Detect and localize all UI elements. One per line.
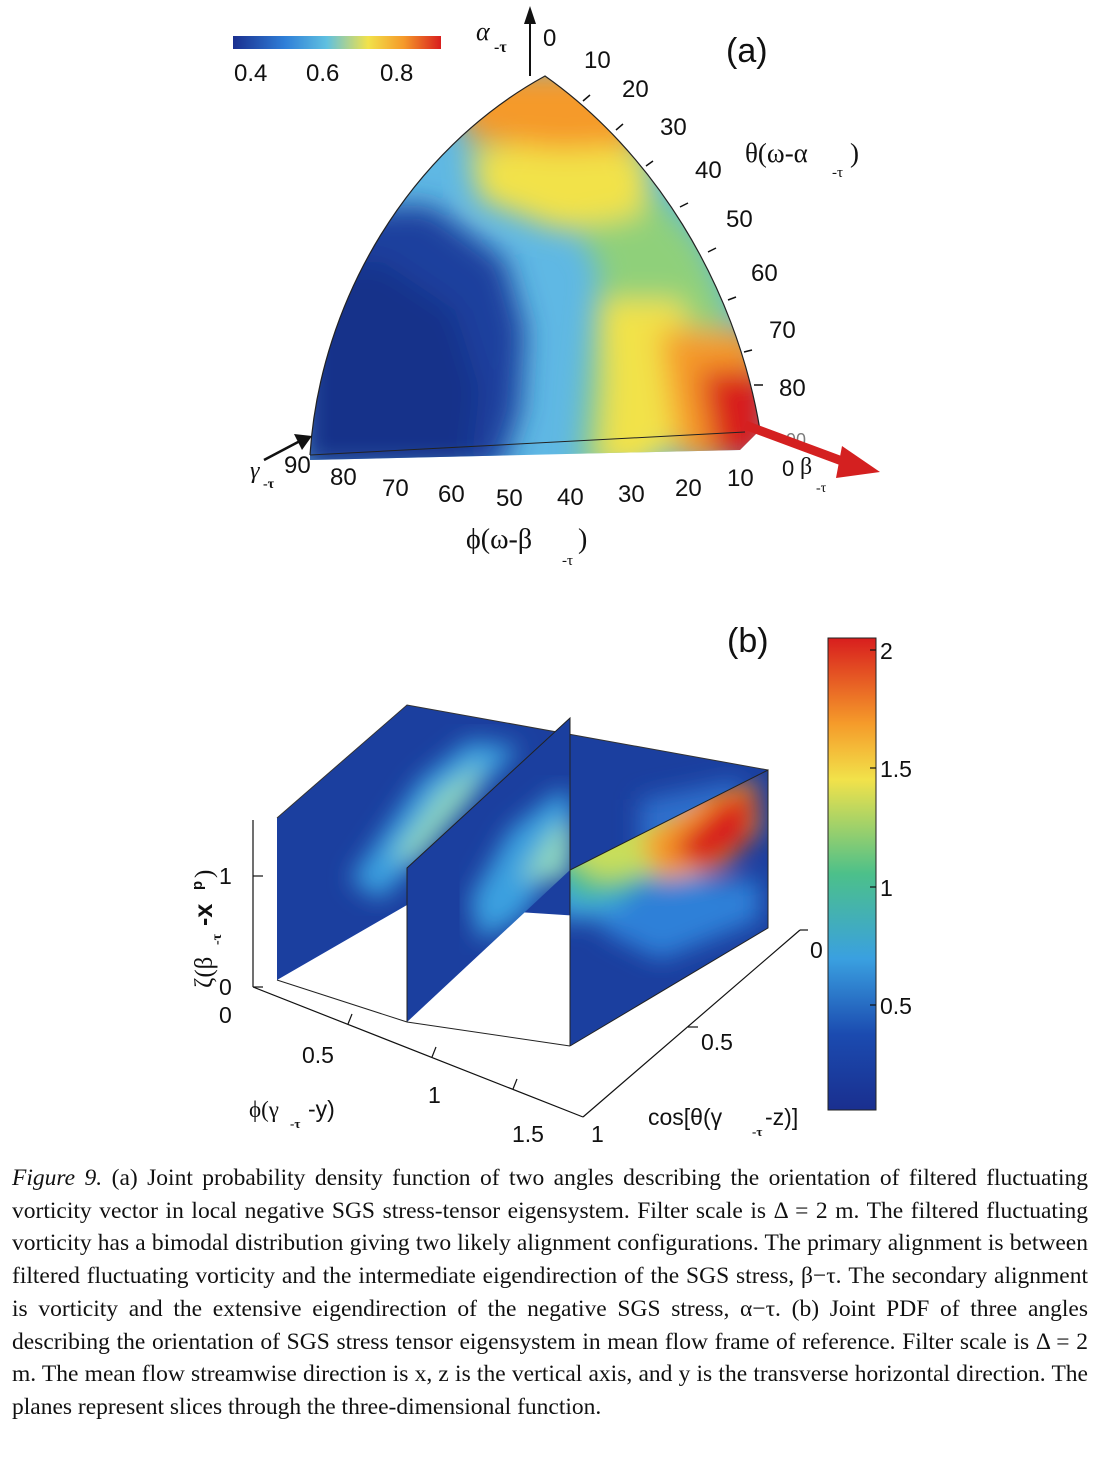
colorbar-b [827,637,877,1111]
z-axis-label: ζ(β -τ -x p ) [189,870,225,988]
colorbar-a [233,36,441,49]
phi-tick: 60 [438,481,465,508]
theta-tick: 30 [660,114,687,141]
slice-bottom-left-edge [276,979,408,1023]
figure-9: 0.4 0.6 0.8 α -τ 0 (a) [189,6,912,1147]
slice-back-edge [276,704,769,819]
phi-tick: 90 [284,452,311,479]
alpha-axis-symbol: α [476,17,491,46]
beta-axis-sub: -τ [816,481,827,496]
y-tick: 0.5 [701,1029,733,1055]
phi-axis-label-close: ) [578,524,587,555]
gamma-axis-symbol: γ [250,458,260,484]
panel-a-label: (a) [726,32,768,70]
phi-tick: 10 [727,465,754,492]
slice-middle-edge [406,716,571,1022]
theta-tick: 70 [769,317,796,344]
theta-tick: 40 [695,157,722,184]
slice-bottom-edge [406,1021,571,1047]
svg-text:): ) [191,870,218,878]
theta-tick: 20 [622,76,649,103]
alpha-axis-zero: 0 [543,25,556,52]
phi-tick: 30 [618,481,645,508]
svg-text:-x: -x [190,904,218,926]
theta-axis-label-close: ) [850,138,859,168]
x-axis-label-tail: -y) [308,1096,335,1122]
colorbar-a-tick: 0.4 [234,60,267,87]
x-tick: 0.5 [302,1042,334,1068]
panel-b-label: (b) [727,622,769,660]
colorbar-b-tick: 0.5 [880,993,912,1019]
x-axis-label-sub: -τ [290,1116,300,1131]
theta-tick: 10 [584,47,611,74]
phi-tick: 20 [675,475,702,502]
beta-axis-arrow-icon [836,446,880,478]
y-axis-label: cos[θ(γ [648,1104,723,1130]
z-tick: 0 [219,1002,232,1028]
z-tick: 1 [219,863,232,889]
dome-outline [309,75,761,456]
x-axis-label: ϕ(γ [249,1097,279,1122]
colorbar-b-tick: 1.5 [880,756,912,782]
y-tick: 0 [810,937,823,963]
panel-a: 0.4 0.6 0.8 α -τ 0 (a) [233,6,880,569]
gamma-axis-sub: -τ [263,477,275,492]
gamma-axis-line [263,439,301,462]
figure-caption: Figure 9. (a) Joint probability density … [12,1162,1088,1424]
panel-b: (b) 2 1.5 1 0.5 [189,622,912,1147]
phi-axis-label: ϕ(ω-β [466,524,532,555]
beta-axis-line [743,420,852,469]
caption-text: (a) Joint probability density function o… [12,1165,1088,1420]
theta-tick: 50 [726,206,753,233]
phi-tick: 40 [557,484,584,511]
colorbar-a-tick: 0.6 [306,60,339,87]
theta-tick: 60 [751,260,778,287]
phi-tick: 80 [330,464,357,491]
phi-axis-label-sub: -τ [562,553,573,569]
svg-text:-τ: -τ [210,933,225,945]
phi-tick: 50 [496,485,523,512]
beta-axis-symbol: β [800,454,812,480]
theta-axis-label: θ(ω-α [745,138,808,168]
y-tick: 1 [591,1121,604,1147]
slice-right-edge [569,769,769,1047]
phi-baseline [309,431,746,456]
x-tick: 1 [428,1082,441,1108]
gamma-axis-arrow-icon [294,434,312,450]
colorbar-b-tick: 2 [880,638,893,664]
z-tick: 0 [219,974,232,1000]
beta-axis-zero: 0 [782,456,794,481]
figure-label: Figure 9. [12,1165,103,1191]
alpha-axis-arrow-icon [524,6,536,24]
colorbar-b-tick: 1 [880,875,893,901]
svg-text:p: p [189,881,206,890]
theta-ticks [582,94,763,386]
y-axis-label-tail: -z)] [765,1104,798,1130]
theta-axis-label-sub: -τ [832,165,843,181]
dome-heatmap [310,76,760,460]
colorbar-a-tick: 0.8 [380,60,413,87]
x-tick: 1.5 [512,1121,544,1147]
alpha-axis-sub: -τ [494,39,507,56]
y-axis-label-sub: -τ [752,1124,762,1139]
axes-b [252,820,808,1118]
phi-tick: 70 [382,475,409,502]
theta-tick: 80 [779,375,806,402]
svg-text:ζ(β: ζ(β [191,957,218,988]
